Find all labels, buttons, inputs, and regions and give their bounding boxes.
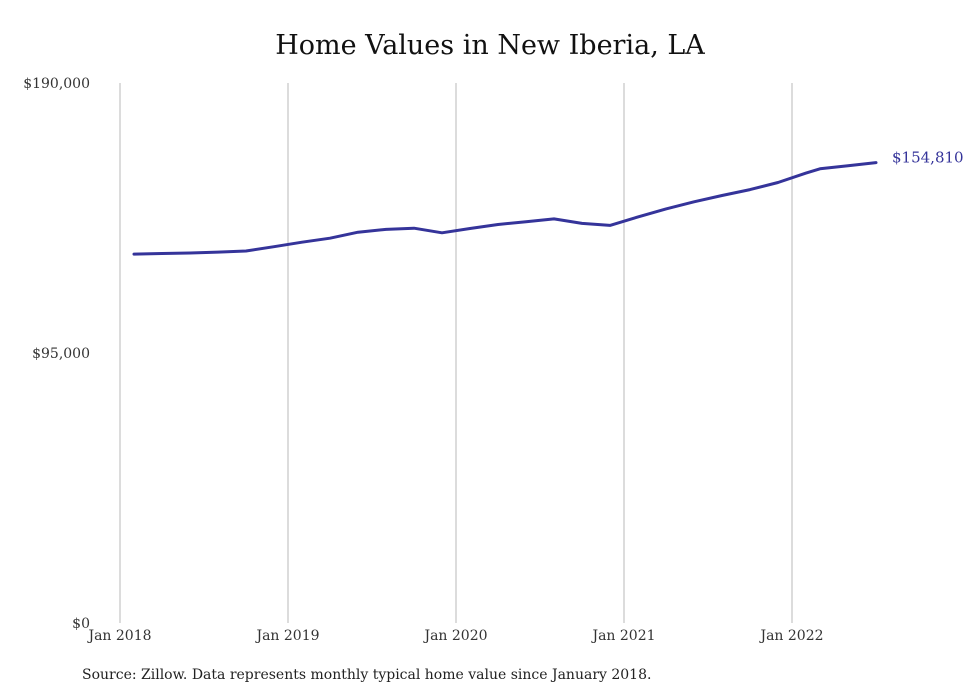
series-line — [132, 161, 878, 256]
series-layer: $154,810 — [132, 149, 964, 256]
x-axis: Jan 2018 Jan 2019 Jan 2020 Jan 2021 Jan 2022 — [86, 628, 823, 644]
source-note: Source: Zillow. Data represents monthly … — [82, 667, 652, 683]
x-tick-label: Jan 2022 — [758, 628, 823, 644]
y-axis: $0 $95,000 $190,000 — [23, 76, 90, 632]
y-tick-label: $0 — [72, 616, 90, 632]
x-tick-label: Jan 2018 — [86, 628, 151, 644]
end-value-label: $154,810 — [892, 149, 964, 167]
y-tick-label: $95,000 — [32, 346, 90, 362]
chart-title: Home Values in New Iberia, LA — [275, 30, 705, 61]
x-tick-label: Jan 2021 — [590, 628, 655, 644]
y-tick-label: $190,000 — [23, 76, 90, 92]
gridlines — [119, 83, 793, 623]
x-tick-label: Jan 2019 — [254, 628, 319, 644]
x-tick-label: Jan 2020 — [422, 628, 487, 644]
